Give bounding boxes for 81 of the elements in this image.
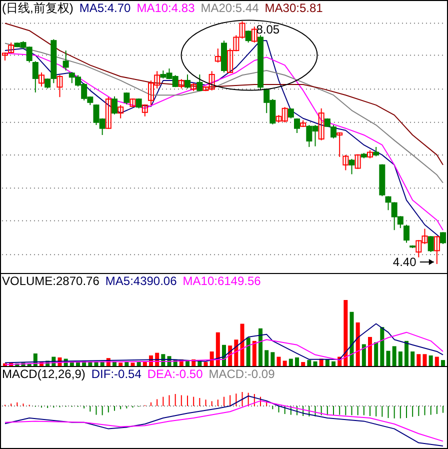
bar bbox=[264, 350, 269, 366]
candlestick bbox=[32, 60, 38, 93]
text: MA5:4390.06 bbox=[105, 274, 178, 288]
bar bbox=[118, 362, 123, 366]
candlestick bbox=[62, 50, 69, 71]
bar bbox=[301, 362, 306, 366]
candlestick bbox=[112, 96, 118, 115]
bar bbox=[410, 351, 415, 366]
candlestick bbox=[336, 132, 343, 158]
bar bbox=[434, 356, 439, 366]
candlestick bbox=[184, 74, 190, 89]
chart-title: (日线,前复权) bbox=[2, 1, 74, 15]
bar bbox=[344, 300, 348, 366]
bar bbox=[216, 332, 220, 366]
bar bbox=[404, 340, 408, 366]
bar bbox=[356, 322, 360, 366]
annotation: 8.05 bbox=[256, 22, 280, 36]
bar bbox=[374, 342, 378, 366]
text: MA10:4.83 bbox=[136, 1, 196, 15]
text: DIF:-0.54 bbox=[91, 367, 142, 381]
candlestick bbox=[428, 236, 434, 253]
candlestick bbox=[196, 74, 203, 92]
candlestick bbox=[56, 74, 63, 98]
bar bbox=[210, 351, 214, 366]
candlestick bbox=[373, 146, 380, 157]
bar bbox=[142, 362, 147, 366]
text: MACD:-0.09 bbox=[208, 367, 276, 381]
candlestick bbox=[404, 224, 410, 244]
candlestick bbox=[38, 72, 44, 87]
bar bbox=[246, 338, 250, 366]
candlestick bbox=[440, 232, 446, 245]
bar bbox=[130, 362, 135, 366]
bar bbox=[422, 354, 427, 366]
bar bbox=[313, 361, 318, 366]
bar bbox=[380, 327, 384, 366]
chart-title: MACD(12,26,9) bbox=[2, 367, 86, 381]
candlestick bbox=[245, 30, 252, 44]
bar bbox=[234, 340, 238, 366]
text: MA5:4.70 bbox=[79, 1, 132, 15]
candlestick bbox=[342, 154, 349, 171]
chart-title: VOLUME:2870.76 bbox=[2, 274, 100, 288]
text: MA10:6149.56 bbox=[182, 274, 262, 288]
bar bbox=[350, 312, 354, 366]
bar bbox=[288, 358, 293, 366]
text: MA20:5.44 bbox=[200, 1, 260, 15]
bar bbox=[368, 336, 372, 366]
candlestick bbox=[214, 48, 221, 64]
candlestick bbox=[251, 26, 258, 44]
bar bbox=[282, 360, 287, 366]
bar bbox=[428, 355, 433, 366]
bar bbox=[295, 357, 299, 366]
bar bbox=[252, 340, 256, 366]
bar bbox=[124, 362, 129, 366]
bar bbox=[332, 361, 336, 366]
bar bbox=[204, 362, 208, 366]
bar bbox=[386, 350, 390, 366]
bar bbox=[270, 352, 275, 366]
candlestick bbox=[294, 118, 300, 134]
text: DEA:-0.50 bbox=[147, 367, 204, 381]
candlestick bbox=[118, 104, 124, 119]
candlestick bbox=[385, 196, 392, 211]
bar bbox=[258, 328, 262, 366]
candlestick bbox=[318, 108, 324, 141]
candlestick bbox=[348, 158, 355, 175]
candlestick bbox=[105, 96, 112, 130]
bar bbox=[136, 362, 141, 366]
text: MA30:5.81 bbox=[264, 1, 324, 15]
candlestick bbox=[434, 236, 440, 264]
candlestick bbox=[354, 154, 361, 170]
bar bbox=[240, 324, 244, 366]
bar bbox=[392, 346, 396, 366]
bar bbox=[441, 360, 445, 366]
bar bbox=[307, 360, 312, 366]
bar bbox=[325, 359, 330, 366]
candlestick bbox=[142, 104, 148, 117]
bar bbox=[276, 356, 281, 366]
bar bbox=[416, 354, 421, 366]
annotation: 4.40 bbox=[392, 254, 417, 269]
candlestick bbox=[178, 78, 184, 89]
bar bbox=[398, 351, 402, 366]
bar bbox=[362, 344, 366, 366]
